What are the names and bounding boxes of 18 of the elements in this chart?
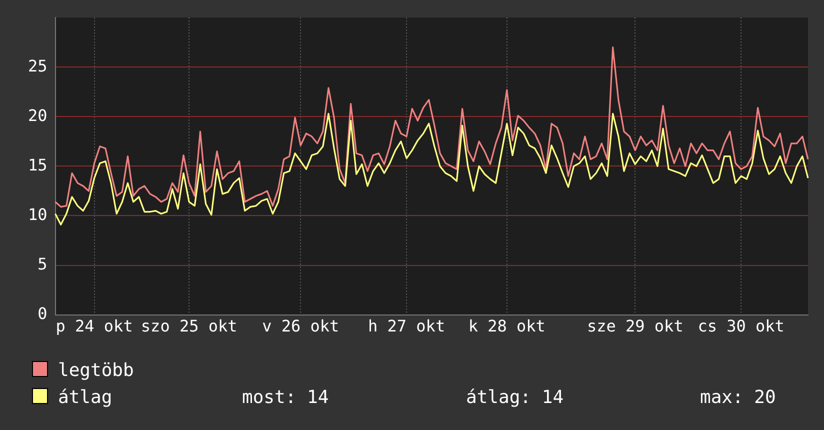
x-tick-label: k 28 okt [468, 316, 546, 336]
y-tick-label: 20 [28, 106, 48, 125]
y-tick-label: 0 [38, 304, 48, 323]
x-tick-label: v 26 okt [262, 316, 340, 336]
x-tick-label: sze 29 okt [586, 316, 684, 336]
y-tick-label: 25 [28, 56, 48, 76]
y-tick-label: 15 [28, 155, 48, 174]
text: max: 20 [700, 387, 776, 408]
legend-label: átlag [58, 387, 112, 408]
x-tick-label: p 24 okt [56, 316, 133, 336]
y-tick-label: 10 [28, 204, 48, 224]
text: átlag: 14 [466, 387, 564, 408]
x-tick-label: szo 25 okt [140, 316, 238, 336]
text: most: 14 [242, 387, 329, 408]
legend-label: legtöbb [58, 360, 134, 381]
y-tick-label: 5 [38, 254, 48, 274]
x-tick-label: h 27 okt [368, 316, 446, 336]
x-tick-label: cs 30 okt [698, 316, 784, 336]
